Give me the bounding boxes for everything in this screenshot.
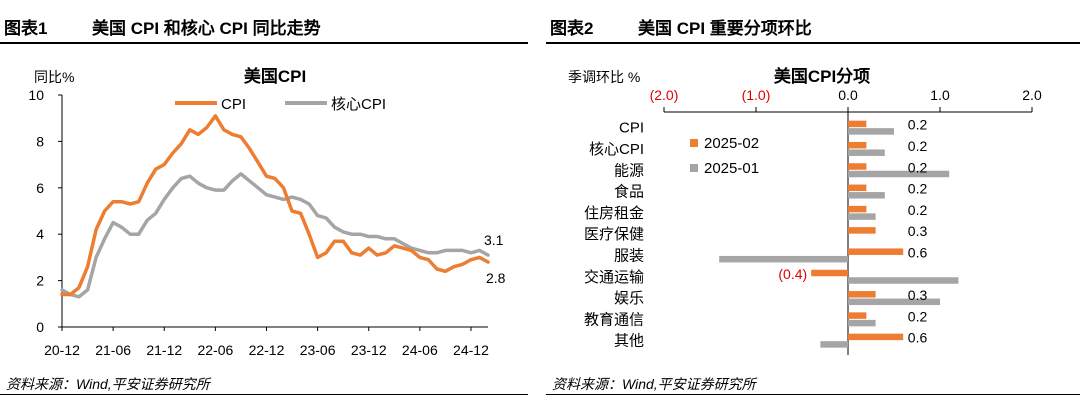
x-tick-label: 24-12 bbox=[453, 342, 489, 358]
data-label: 0.2 bbox=[908, 138, 928, 154]
chart-title: 美国CPI分项 bbox=[774, 66, 870, 86]
x-tick-label: 24-06 bbox=[402, 342, 438, 358]
x-tick-label: (2.0) bbox=[650, 87, 679, 103]
data-label: 0.2 bbox=[908, 159, 928, 175]
data-label: 0.3 bbox=[908, 287, 928, 303]
bar-2025-02 bbox=[848, 291, 876, 298]
legend-swatch-2025-02 bbox=[690, 139, 698, 147]
data-label: (0.4) bbox=[778, 266, 807, 282]
category-label: 住房租金 bbox=[584, 205, 644, 222]
bar-2025-01 bbox=[719, 255, 848, 263]
y-tick-label: 8 bbox=[36, 133, 44, 149]
x-tick-label: 21-12 bbox=[146, 342, 182, 358]
x-tick-label: (1.0) bbox=[742, 87, 771, 103]
category-label: 娱乐 bbox=[614, 290, 644, 307]
category-label: 食品 bbox=[614, 184, 644, 201]
legend-label-2025-01: 2025-01 bbox=[704, 160, 759, 177]
y-tick-label: 6 bbox=[36, 180, 44, 196]
figure-2: 图表2 美国 CPI 重要分项环比 美国CPI分项 季调环比 % (2.0) (1.0… bbox=[546, 0, 1080, 410]
bar-2025-01 bbox=[848, 149, 885, 156]
figure-1-source: 资料来源：Wind,平安证券研究所 bbox=[6, 376, 210, 392]
x-tick-label: 22-12 bbox=[249, 342, 285, 358]
legend-core-cpi-label: 核心CPI bbox=[331, 96, 386, 113]
figure-1-bottom-rule bbox=[0, 394, 528, 395]
bar-2025-02 bbox=[848, 120, 867, 128]
cpi-series-line bbox=[60, 114, 490, 297]
y-axis-label: 季调环比 % bbox=[568, 69, 640, 85]
legend-cpi-label: CPI bbox=[221, 96, 246, 113]
bar-2025-01 bbox=[848, 170, 950, 178]
y-axis-label: 同比% bbox=[34, 69, 74, 85]
bar-2025-02 bbox=[848, 184, 867, 192]
figure-2-header-title: 美国 CPI 重要分项环比 bbox=[638, 19, 812, 38]
data-label: 0.3 bbox=[908, 223, 928, 239]
bar-2025-01 bbox=[820, 341, 848, 348]
figure-2-header: 图表2 美国 CPI 重要分项环比 bbox=[546, 14, 1080, 44]
figure-2-source: 资料来源：Wind,平安证券研究所 bbox=[552, 376, 756, 392]
data-label: 0.6 bbox=[908, 330, 928, 346]
y-tick-label: 10 bbox=[28, 87, 44, 103]
data-label: 0.2 bbox=[908, 181, 928, 197]
x-tick-label: 2.0 bbox=[1022, 87, 1042, 103]
x-tick-label: 1.0 bbox=[930, 87, 950, 103]
bar-2025-02 bbox=[848, 227, 876, 234]
bar-2025-01 bbox=[848, 298, 940, 306]
core-cpi-series-line bbox=[60, 172, 490, 299]
bar-2025-01 bbox=[848, 319, 876, 327]
bar-2025-02 bbox=[848, 333, 904, 341]
bar-2025-02 bbox=[848, 205, 867, 213]
y-tick-label: 0 bbox=[36, 319, 44, 335]
bar-2025-01 bbox=[848, 128, 894, 135]
data-label: 0.2 bbox=[908, 117, 928, 133]
data-label: 0.6 bbox=[908, 244, 928, 260]
chart-title: 美国CPI bbox=[244, 66, 306, 86]
figure-1-header: 图表1 美国 CPI 和核心 CPI 同比走势 bbox=[0, 14, 528, 44]
figure-2-number: 图表2 bbox=[550, 19, 594, 38]
cpi-line-chart: 美国CPI 同比% 0 2 4 6 8 10 20-12 21-06 21-12 22-06 22-12… bbox=[28, 66, 506, 358]
bar-2025-02 bbox=[848, 163, 867, 170]
x-tick-label: 0.0 bbox=[838, 87, 858, 103]
data-label: 0.2 bbox=[908, 308, 928, 324]
x-tick-label: 20-12 bbox=[44, 342, 80, 358]
data-label: 0.2 bbox=[908, 202, 928, 218]
category-label: 能源 bbox=[614, 162, 644, 179]
bar-2025-02 bbox=[848, 312, 867, 319]
cpi-end-label: 2.8 bbox=[486, 270, 506, 286]
x-tick-label: 22-06 bbox=[197, 342, 233, 358]
bar-2025-01 bbox=[848, 192, 885, 199]
x-tick-label: 21-06 bbox=[95, 342, 131, 358]
figure-1-number: 图表1 bbox=[4, 19, 48, 38]
y-tick-label: 2 bbox=[36, 273, 44, 289]
category-label: 服装 bbox=[614, 247, 644, 264]
legend-label-2025-02: 2025-02 bbox=[704, 135, 759, 152]
x-tick-label: 23-06 bbox=[300, 342, 336, 358]
category-label: 核心CPI bbox=[589, 141, 644, 158]
x-tick-label: 23-12 bbox=[351, 342, 387, 358]
cpi-components-bar-chart: 美国CPI分项 季调环比 % (2.0) (1.0) 0.0 1.0 2.0 CPI 核心CPI… bbox=[568, 66, 1042, 355]
figure-2-bottom-rule bbox=[546, 394, 1080, 395]
category-label: 教育通信 bbox=[584, 311, 644, 328]
category-label: 交通运输 bbox=[584, 268, 644, 286]
category-label: 医疗保健 bbox=[584, 226, 644, 243]
legend-swatch-2025-01 bbox=[690, 164, 698, 172]
category-label: 其他 bbox=[614, 333, 644, 350]
category-label: CPI bbox=[619, 120, 644, 137]
bar-2025-02 bbox=[848, 141, 867, 149]
figure-1: 图表1 美国 CPI 和核心 CPI 同比走势 美国CPI 同比% 0 2 4 6 8 10 2… bbox=[0, 0, 528, 410]
bar-2025-02 bbox=[848, 248, 904, 255]
core-cpi-end-label: 3.1 bbox=[484, 232, 504, 248]
bar-2025-01 bbox=[848, 277, 959, 284]
bar-2025-02 bbox=[811, 269, 848, 277]
bar-2025-01 bbox=[848, 213, 876, 220]
figure-1-header-title: 美国 CPI 和核心 CPI 同比走势 bbox=[92, 19, 321, 38]
y-tick-label: 4 bbox=[36, 226, 44, 242]
